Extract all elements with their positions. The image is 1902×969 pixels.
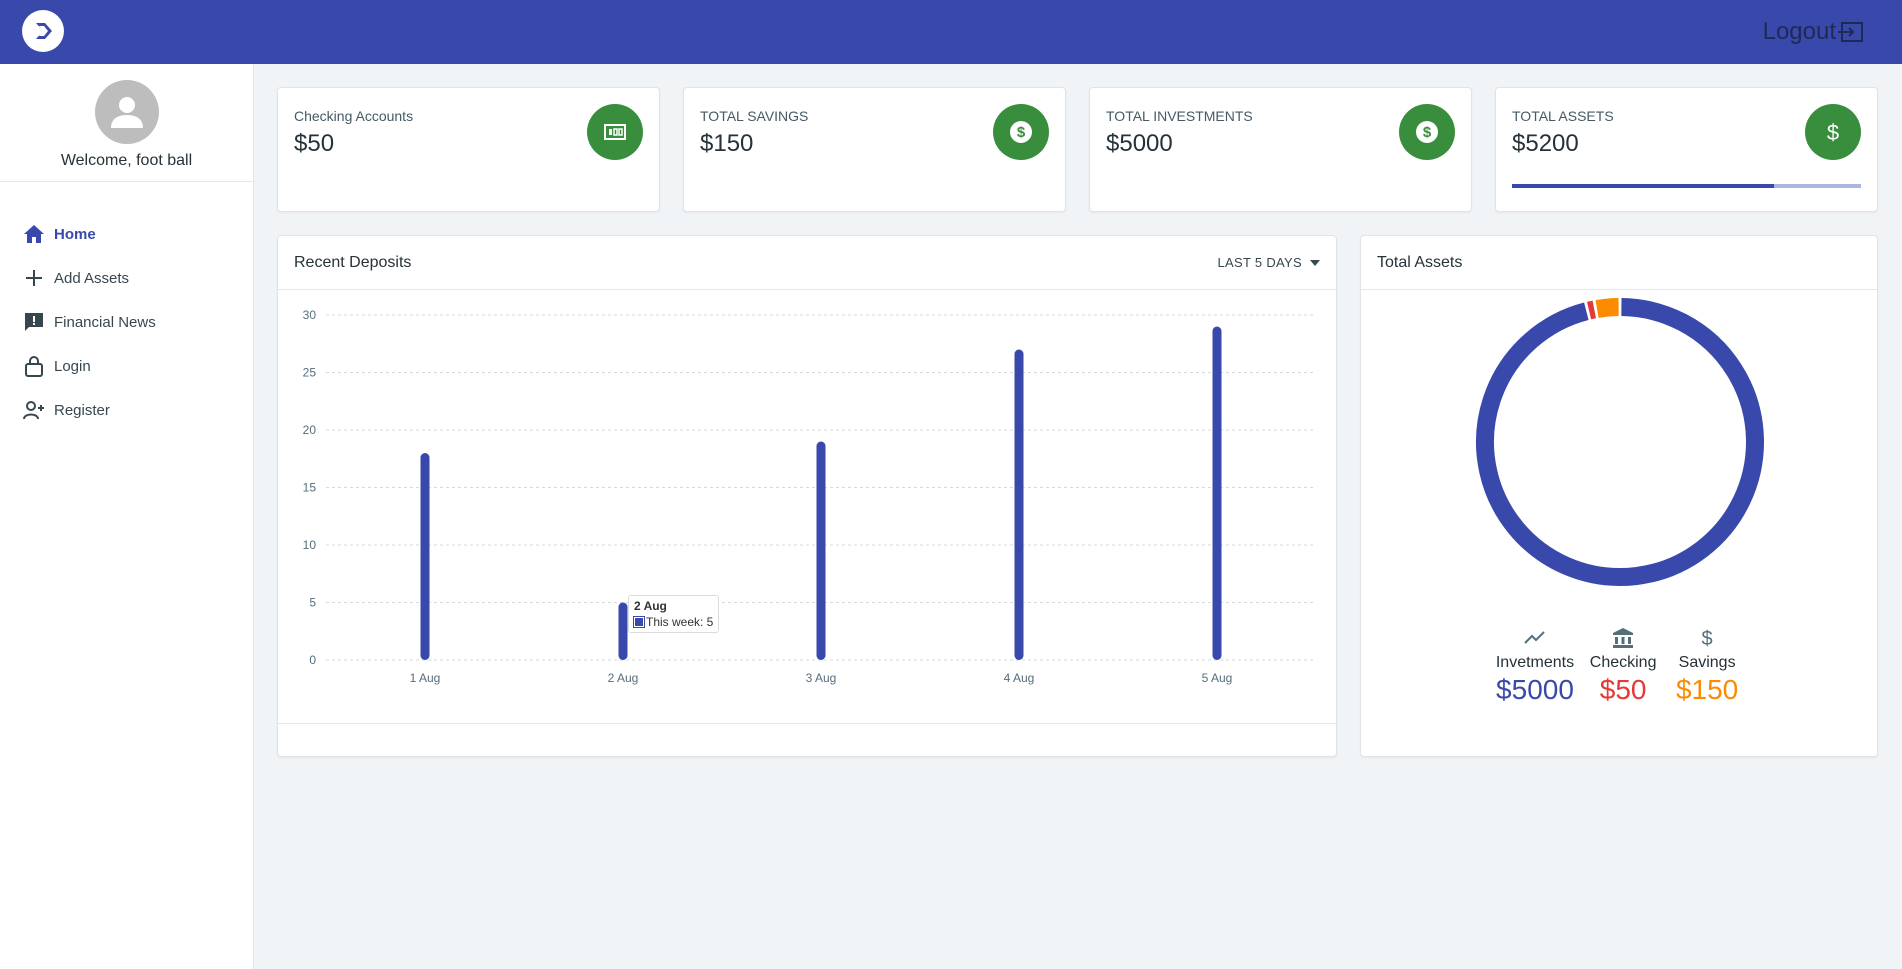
y-tick-label: 0 (309, 653, 316, 667)
y-tick-label: 15 (303, 481, 317, 495)
y-tick-label: 10 (303, 538, 317, 552)
feedback-icon (22, 310, 46, 334)
stat-value: $5000 (1106, 130, 1173, 157)
chart-tooltip: 2 Aug This week: 5 (628, 595, 720, 633)
sidebar-item-add-assets[interactable]: Add Assets (0, 256, 253, 300)
sidebar-item-financial-news[interactable]: Financial News (0, 300, 253, 344)
sidebar-item-label: Home (54, 225, 96, 243)
stat-card-savings: TOTAL SAVINGS $150 $ (683, 87, 1066, 212)
lock-icon (22, 354, 46, 378)
card-title: Total Assets (1377, 253, 1463, 271)
app-logo[interactable] (22, 10, 64, 52)
profile-section: Welcome, foot ball (0, 64, 253, 182)
y-tick-label: 30 (303, 308, 317, 322)
progress-fill (1512, 184, 1774, 188)
range-select-button[interactable]: LAST 5 DAYS (1218, 255, 1320, 270)
legend-value: $150 (1675, 674, 1739, 705)
x-tick-label: 5 Aug (1202, 671, 1233, 685)
donut-slice[interactable] (1476, 298, 1764, 586)
stat-card-investments: TOTAL INVESTMENTS $5000 $ (1089, 87, 1472, 212)
assets-legend: Invetments $5000 Checking $50 $ Savings … (1361, 626, 1877, 706)
stat-value: $5200 (1512, 130, 1579, 157)
home-icon (22, 222, 46, 246)
dollar-icon: $ (1805, 104, 1861, 160)
x-tick-label: 2 Aug (608, 671, 639, 685)
welcome-text: Welcome, foot ball (60, 152, 193, 169)
legend-value: $5000 (1496, 674, 1574, 705)
stat-label: TOTAL SAVINGS (700, 108, 809, 124)
stat-value: $150 (700, 130, 754, 157)
stat-label: Checking Accounts (294, 108, 414, 124)
chevron-down-icon (1310, 259, 1320, 266)
card-title: Recent Deposits (294, 253, 412, 271)
recent-deposits-card: Recent Deposits LAST 5 DAYS 0 5 10 15 20 25 30… (277, 235, 1337, 757)
sidebar-item-login[interactable]: Login (0, 344, 253, 388)
logo-icon (29, 17, 57, 45)
bank-icon (1588, 626, 1658, 650)
legend-item-checking: Checking $50 (1588, 626, 1658, 706)
legend-value: $50 (1599, 674, 1647, 705)
bar[interactable] (1014, 349, 1024, 661)
donut-slice[interactable] (1587, 300, 1597, 320)
legend-name: Checking (1589, 654, 1657, 671)
money-icon (587, 104, 643, 160)
assets-progress-bar (1512, 184, 1861, 188)
stat-card-total-assets: TOTAL ASSETS $5200 $ (1495, 87, 1878, 212)
stat-label: TOTAL INVESTMENTS (1106, 108, 1253, 124)
person-icon (110, 97, 143, 128)
svg-text:$: $ (1827, 120, 1839, 144)
sidebar: Welcome, foot ball Home Add Assets Finan… (0, 64, 254, 969)
trending-up-icon (1496, 626, 1574, 650)
svg-text:$: $ (1702, 628, 1713, 649)
tooltip-swatch (633, 616, 645, 628)
top-app-bar: Logout (0, 0, 1902, 64)
y-tick-label: 25 (303, 366, 317, 380)
x-tick-label: 3 Aug (806, 671, 837, 685)
svg-text:$: $ (1017, 124, 1026, 141)
dollar-circle-icon: $ (1399, 104, 1455, 160)
range-label: LAST 5 DAYS (1217, 255, 1302, 270)
total-assets-card: Total Assets Invetments $5000 Checking $… (1360, 235, 1878, 757)
card-header: Recent Deposits LAST 5 DAYS (278, 236, 1336, 290)
x-tick-label: 4 Aug (1004, 671, 1035, 685)
dollar-icon: $ (1672, 626, 1742, 650)
stat-label: TOTAL ASSETS (1512, 108, 1614, 124)
y-tick-label: 20 (303, 423, 317, 437)
sidebar-item-label: Financial News (54, 313, 156, 331)
tooltip-title: 2 Aug (634, 599, 667, 613)
tooltip-text: This week: 5 (646, 615, 714, 629)
legend-item-savings: $ Savings $150 (1672, 626, 1742, 706)
logout-button[interactable]: Logout (1763, 18, 1864, 46)
user-add-icon (22, 398, 46, 422)
sidebar-item-label: Register (54, 401, 110, 419)
assets-donut-chart (1476, 298, 1764, 586)
sidebar-item-label: Add Assets (54, 269, 130, 287)
stat-card-checking: Checking Accounts $50 (277, 87, 660, 212)
donut-slice[interactable] (1595, 298, 1619, 318)
sidebar-nav: Home Add Assets Financial News Login Reg… (0, 182, 253, 432)
logout-icon (1838, 22, 1863, 42)
plus-icon (22, 266, 46, 290)
deposits-bar-chart: 0 5 10 15 20 25 30 1 Aug 2 Aug 3 Aug 4 Aug 5 Aug (303, 308, 1316, 685)
svg-text:$: $ (1423, 124, 1432, 141)
bar[interactable] (816, 441, 826, 661)
dollar-circle-icon: $ (993, 104, 1049, 160)
legend-item-investments: Invetments $5000 (1496, 626, 1574, 706)
avatar[interactable] (94, 80, 159, 144)
legend-name: Invetments (1495, 654, 1575, 671)
bar[interactable] (618, 602, 628, 661)
logout-label: Logout (1762, 18, 1836, 45)
card-header: Total Assets (1361, 236, 1877, 290)
bar[interactable] (420, 453, 430, 660)
x-tick-label: 1 Aug (410, 671, 441, 685)
sidebar-item-home[interactable]: Home (0, 212, 253, 256)
legend-name: Savings (1678, 654, 1736, 671)
bar[interactable] (1212, 326, 1222, 661)
card-footer-divider (278, 723, 1336, 724)
stat-value: $50 (294, 130, 335, 157)
sidebar-item-register[interactable]: Register (0, 388, 253, 432)
y-tick-label: 5 (309, 596, 316, 610)
sidebar-item-label: Login (54, 357, 91, 375)
